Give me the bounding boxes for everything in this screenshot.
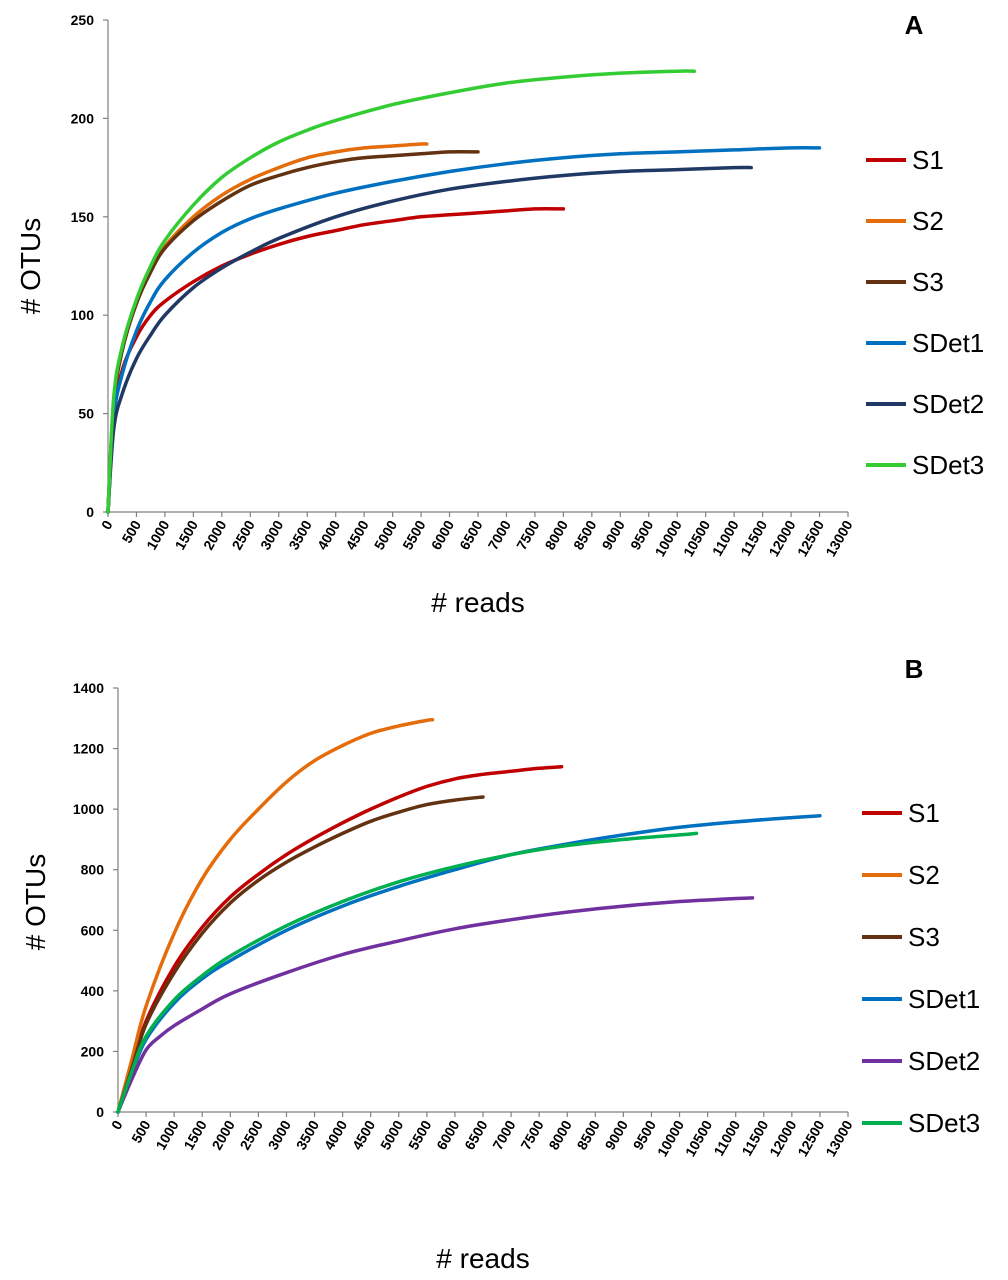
x-tick-label: 4000 bbox=[314, 517, 344, 552]
legend-label-s1: S1 bbox=[908, 798, 940, 828]
x-tick-label: 11000 bbox=[710, 1117, 743, 1158]
y-tick-label: 200 bbox=[81, 1043, 105, 1059]
x-tick-label: 2500 bbox=[237, 1117, 267, 1152]
x-tick-label: 5500 bbox=[399, 517, 429, 552]
x-tick-label: 3000 bbox=[265, 1117, 295, 1152]
x-tick-label: 9000 bbox=[598, 517, 628, 552]
x-tick-label: 8500 bbox=[570, 517, 600, 552]
x-axis-title: # reads bbox=[431, 587, 524, 618]
y-tick-label: 250 bbox=[71, 12, 95, 28]
series-line-s1 bbox=[116, 764, 564, 1114]
x-tick-label: 500 bbox=[119, 517, 145, 545]
legend: S1 S2 S3 SDet1 SDet2 SDet3 bbox=[866, 145, 984, 480]
x-tick-label: 6000 bbox=[428, 517, 458, 552]
x-tick-label: 4500 bbox=[349, 1117, 379, 1152]
y-tick-label: 800 bbox=[81, 862, 105, 878]
series-line-sdet2 bbox=[106, 165, 753, 514]
x-tick-label: 4500 bbox=[342, 517, 372, 552]
series-line-s2 bbox=[116, 718, 435, 1114]
y-tick-label: 150 bbox=[71, 209, 95, 225]
series-line-s1 bbox=[106, 207, 566, 514]
x-tick-label: 12000 bbox=[765, 517, 798, 559]
y-axis-title: # OTUs bbox=[20, 854, 51, 950]
y-tick-label: 1400 bbox=[73, 680, 104, 696]
x-tick-label: 3000 bbox=[257, 517, 287, 552]
x-tick-label: 7000 bbox=[489, 1117, 519, 1152]
x-tick-label: 8500 bbox=[573, 1117, 603, 1152]
legend-label-sdet3: SDet3 bbox=[908, 1108, 980, 1138]
x-tick-label: 9500 bbox=[630, 1117, 660, 1152]
legend-label-sdet2: SDet2 bbox=[908, 1046, 980, 1076]
y-tick-label: 400 bbox=[81, 983, 105, 999]
legend-label-s3: S3 bbox=[912, 267, 944, 297]
x-tick-label: 8000 bbox=[542, 517, 572, 552]
y-tick-label: 0 bbox=[96, 1104, 104, 1120]
series-line-sdet2 bbox=[116, 896, 755, 1114]
x-tick-label: 11000 bbox=[709, 517, 742, 558]
legend-label-sdet1: SDet1 bbox=[908, 984, 980, 1014]
x-tick-label: 12000 bbox=[766, 1117, 799, 1159]
x-tick-label: 5000 bbox=[377, 1117, 407, 1152]
x-tick-label: 1500 bbox=[172, 517, 202, 552]
x-tick-label: 6000 bbox=[433, 1117, 463, 1152]
x-tick-label: 6500 bbox=[461, 1117, 491, 1152]
legend-label-s2: S2 bbox=[912, 206, 944, 236]
x-tick-label: 4000 bbox=[321, 1117, 351, 1152]
x-tick-label: 2000 bbox=[200, 517, 230, 552]
x-tick-label: 3500 bbox=[293, 1117, 323, 1152]
y-tick-label: 0 bbox=[86, 504, 94, 520]
series-line-sdet1 bbox=[116, 814, 822, 1114]
x-tick-label: 10500 bbox=[682, 1117, 715, 1159]
x-tick-label: 3500 bbox=[285, 517, 315, 552]
x-tick-label: 0 bbox=[108, 1117, 126, 1132]
x-tick-label: 1000 bbox=[143, 517, 173, 552]
x-tick-label: 8000 bbox=[545, 1117, 575, 1152]
x-tick-label: 9000 bbox=[602, 1117, 632, 1152]
panel-label: B bbox=[905, 654, 924, 684]
series-line-sdet1 bbox=[106, 146, 822, 514]
x-tick-label: 12500 bbox=[794, 1117, 827, 1159]
y-tick-label: 600 bbox=[81, 922, 105, 938]
x-tick-label: 9500 bbox=[627, 517, 657, 552]
x-tick-label: 6500 bbox=[456, 517, 486, 552]
panel-label: A bbox=[905, 10, 924, 40]
x-tick-label: 10000 bbox=[652, 517, 685, 559]
series-line-sdet3 bbox=[106, 69, 697, 514]
series-line-sdet3 bbox=[116, 831, 699, 1114]
x-tick-label: 500 bbox=[128, 1117, 154, 1145]
x-tick-label: 7000 bbox=[485, 517, 515, 552]
x-tick-label: 13000 bbox=[822, 1117, 855, 1159]
x-tick-label: 7500 bbox=[517, 1117, 547, 1152]
y-tick-label: 1000 bbox=[73, 801, 104, 817]
x-tick-label: 13000 bbox=[822, 517, 855, 559]
x-tick-label: 10500 bbox=[680, 517, 713, 559]
x-tick-label: 1500 bbox=[180, 1117, 210, 1152]
legend: S1 S2 S3 SDet1 SDet2 SDet3 bbox=[862, 798, 980, 1138]
y-tick-label: 50 bbox=[78, 406, 94, 422]
x-tick-label: 2000 bbox=[208, 1117, 238, 1152]
x-tick-label: 10000 bbox=[654, 1117, 687, 1159]
x-tick-label: 5500 bbox=[405, 1117, 435, 1152]
legend-label-s3: S3 bbox=[908, 922, 940, 952]
x-tick-label: 2500 bbox=[228, 517, 258, 552]
x-tick-label: 12500 bbox=[794, 517, 827, 559]
y-tick-label: 1200 bbox=[73, 741, 104, 757]
x-tick-label: 7500 bbox=[513, 517, 543, 552]
series-line-s3 bbox=[116, 795, 485, 1114]
legend-label-s2: S2 bbox=[908, 860, 940, 890]
legend-label-sdet2: SDet2 bbox=[912, 389, 984, 419]
legend-label-sdet1: SDet1 bbox=[912, 328, 984, 358]
y-tick-label: 100 bbox=[71, 307, 95, 323]
x-axis-title: # reads bbox=[436, 1243, 529, 1274]
y-axis-title: # OTUs bbox=[15, 218, 46, 314]
x-tick-label: 1000 bbox=[152, 1117, 182, 1152]
x-tick-label: 5000 bbox=[371, 517, 401, 552]
y-tick-label: 200 bbox=[71, 110, 95, 126]
x-tick-label: 0 bbox=[98, 517, 116, 532]
legend-label-sdet3: SDet3 bbox=[912, 450, 984, 480]
legend-label-s1: S1 bbox=[912, 145, 944, 175]
